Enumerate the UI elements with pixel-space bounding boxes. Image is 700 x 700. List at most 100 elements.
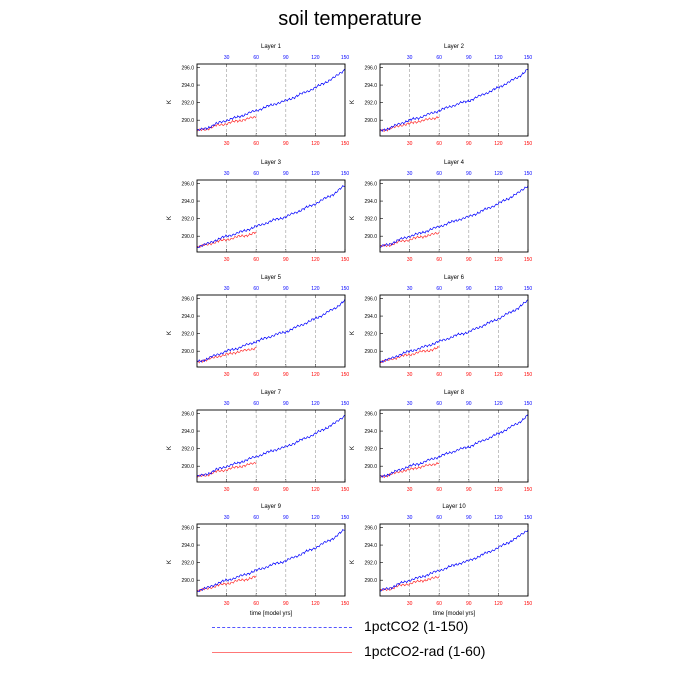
y-tick-label: 296.0 [364, 412, 377, 418]
bottom-tick-label: 120 [494, 257, 503, 263]
panel-title: Layer 3 [261, 160, 282, 166]
legend-swatch-solid [212, 652, 352, 653]
y-tick-label: 292.0 [181, 101, 194, 107]
plot-frame [196, 523, 346, 597]
y-tick-label: 292.0 [181, 217, 194, 223]
panel-title: Layer 6 [444, 275, 465, 281]
top-tick-label: 60 [436, 171, 442, 177]
plot-frame [379, 523, 529, 597]
top-tick-label: 90 [466, 286, 472, 292]
panel-layer-7: Layer 7 30 60 90 120 150 30 60 90 120 150 290.0 292.… [167, 390, 349, 493]
y-tick-label: 290.0 [181, 578, 194, 584]
series-line-1pctco2-rad [196, 231, 257, 249]
bottom-tick-label: 120 [494, 141, 503, 147]
bottom-tick-label: 60 [253, 601, 259, 607]
bottom-tick-label: 60 [253, 257, 259, 263]
bottom-tick-label: 90 [466, 372, 472, 378]
y-tick-label: 296.0 [181, 526, 194, 532]
top-tick-label: 60 [436, 55, 442, 61]
y-tick-label: 292.0 [364, 217, 377, 223]
panel-layer-4: Layer 4 30 60 90 120 150 30 60 90 120 150 290.0 292.… [350, 160, 532, 263]
bottom-tick-label: 150 [341, 372, 350, 378]
bottom-tick-label: 150 [524, 257, 533, 263]
top-tick-label: 90 [283, 55, 289, 61]
series-line-1pctco2-rad [196, 346, 257, 364]
bottom-tick-label: 150 [524, 141, 533, 147]
y-tick-label: 290.0 [181, 234, 194, 240]
y-tick-label: 296.0 [181, 412, 194, 418]
y-tick-label: 290.0 [181, 464, 194, 470]
top-tick-label: 150 [524, 401, 533, 407]
panel-layer-8: Layer 8 30 60 90 120 150 30 60 90 120 150 290.0 292.… [350, 390, 532, 493]
top-tick-label: 120 [311, 401, 320, 407]
y-tick-label: 294.0 [181, 83, 194, 89]
legend-swatch-dashed [212, 627, 352, 628]
top-tick-label: 120 [311, 55, 320, 61]
bottom-tick-label: 90 [466, 487, 472, 493]
y-tick-label: 294.0 [364, 543, 377, 549]
series-line-1pctco2 [379, 68, 529, 133]
bottom-tick-label: 150 [524, 601, 533, 607]
bottom-tick-label: 90 [283, 372, 289, 378]
top-tick-label: 90 [466, 515, 472, 521]
legend-item-1pctco2: 1pctCO2 (1-150) [212, 618, 552, 638]
y-tick-label: 290.0 [181, 349, 194, 355]
series-line-1pctco2 [379, 184, 529, 248]
top-tick-label: 90 [466, 55, 472, 61]
plot-frame [196, 63, 346, 137]
plot-frame [196, 294, 346, 368]
top-tick-label: 120 [494, 55, 503, 61]
bottom-tick-label: 60 [436, 141, 442, 147]
bottom-tick-label: 150 [341, 141, 350, 147]
top-tick-label: 30 [407, 286, 413, 292]
y-tick-label: 296.0 [364, 297, 377, 303]
top-tick-label: 60 [436, 515, 442, 521]
panel-title: Layer 5 [261, 275, 282, 281]
top-tick-label: 120 [311, 515, 320, 521]
y-tick-label: 296.0 [364, 526, 377, 532]
bottom-tick-label: 120 [311, 601, 320, 607]
top-tick-label: 30 [224, 55, 230, 61]
plot-frame [379, 409, 529, 483]
top-tick-label: 60 [253, 286, 259, 292]
y-tick-label: 294.0 [181, 543, 194, 549]
panel-layer-6: Layer 6 30 60 90 120 150 30 60 90 120 150 290.0 292.… [350, 275, 532, 378]
series-line-1pctco2 [196, 528, 346, 593]
top-tick-label: 30 [407, 171, 413, 177]
top-tick-label: 120 [311, 171, 320, 177]
panel-layer-1: Layer 1 30 60 90 120 150 30 60 90 120 150 290.0 292.… [167, 44, 349, 147]
y-tick-label: 296.0 [181, 182, 194, 188]
bottom-tick-label: 30 [407, 141, 413, 147]
top-tick-label: 150 [341, 171, 350, 177]
y-tick-label: 294.0 [181, 429, 194, 435]
top-tick-label: 150 [341, 515, 350, 521]
y-axis-label: K [350, 446, 356, 450]
bottom-tick-label: 120 [494, 372, 503, 378]
top-tick-label: 90 [283, 171, 289, 177]
y-tick-label: 290.0 [364, 234, 377, 240]
y-tick-label: 296.0 [181, 297, 194, 303]
y-tick-label: 294.0 [364, 199, 377, 205]
top-tick-label: 150 [341, 55, 350, 61]
top-tick-label: 120 [494, 286, 503, 292]
top-tick-label: 30 [407, 55, 413, 61]
plot-frame [379, 294, 529, 368]
y-tick-label: 296.0 [364, 66, 377, 72]
top-tick-label: 30 [407, 515, 413, 521]
panel-title: Layer 2 [444, 44, 465, 50]
y-axis-label: K [350, 560, 356, 564]
top-tick-label: 90 [466, 171, 472, 177]
panel-title: Layer 4 [444, 160, 465, 166]
y-tick-label: 290.0 [364, 578, 377, 584]
series-line-1pctco2 [379, 299, 529, 364]
bottom-tick-label: 90 [283, 257, 289, 263]
series-line-1pctco2 [379, 529, 529, 592]
top-tick-label: 60 [253, 515, 259, 521]
y-tick-label: 294.0 [364, 314, 377, 320]
y-tick-label: 294.0 [364, 429, 377, 435]
bottom-tick-label: 90 [283, 601, 289, 607]
series-line-1pctco2-rad [196, 116, 257, 132]
legend-label: 1pctCO2-rad (1-60) [364, 643, 486, 659]
top-tick-label: 120 [494, 515, 503, 521]
bottom-tick-label: 90 [283, 487, 289, 493]
